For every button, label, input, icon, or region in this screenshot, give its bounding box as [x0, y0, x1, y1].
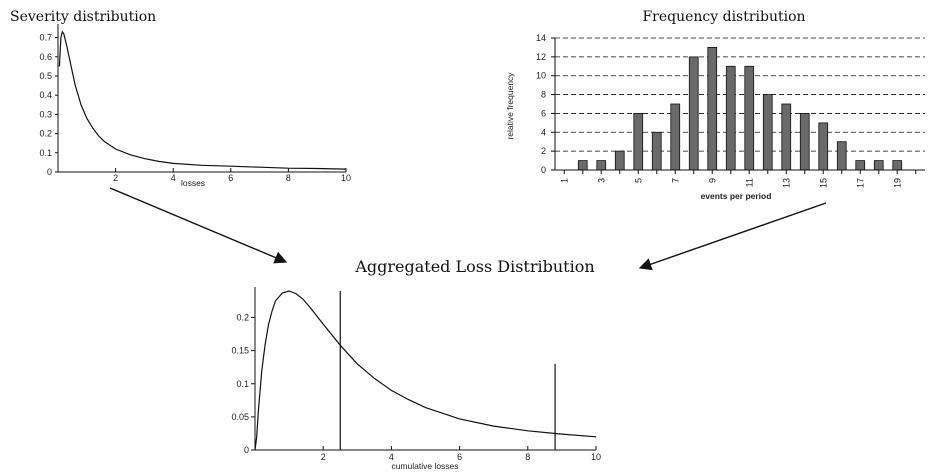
- frequency-bar: [781, 103, 792, 171]
- frequency-bar: [614, 150, 625, 171]
- severity-y-tick-label: 0.4: [39, 90, 52, 100]
- frequency-y-tick-label: 8: [541, 90, 546, 100]
- severity-curve: [58, 30, 347, 170]
- frequency-bar: [707, 47, 718, 171]
- severity-x-tick-label: 8: [286, 173, 291, 183]
- severity-x-ticks: 2 4 6 8 10: [113, 168, 351, 183]
- severity-y-tick-label: 0.6: [39, 52, 52, 62]
- aggregated-y-tick-label: 0: [244, 445, 249, 455]
- aggregated-x-label: cumulative losses: [391, 461, 458, 471]
- frequency-bar: [577, 160, 588, 171]
- aggregated-y-tick-label: 0.1: [236, 379, 249, 389]
- aggregated-x-tick-label: 4: [389, 452, 394, 462]
- severity-y-tick-label: 0: [47, 167, 52, 177]
- frequency-y-ticks: 0 2 4 6 8 10 12 14: [536, 33, 555, 175]
- frequency-bar: [818, 122, 829, 171]
- frequency-bar: [725, 65, 736, 171]
- frequency-to-aggregate-arrow: [638, 202, 827, 271]
- frequency-x-tick-label: 9: [707, 178, 717, 183]
- severity-y-tick-label: 0.1: [39, 148, 52, 158]
- frequency-x-tick-label: 19: [892, 178, 902, 188]
- frequency-y-tick-label: 0: [541, 165, 546, 175]
- frequency-bar: [799, 113, 810, 171]
- severity-y-tick-label: 0.7: [39, 33, 52, 43]
- frequency-y-tick-label: 10: [536, 71, 546, 81]
- frequency-x-label: events per period: [701, 191, 772, 201]
- frequency-x-tick-label: 13: [781, 178, 791, 188]
- frequency-bar: [688, 56, 699, 171]
- frequency-x-tick-label: 11: [744, 178, 754, 187]
- aggregated-y-tick-label: 0.05: [231, 412, 249, 422]
- frequency-x-tick-label: 1: [559, 178, 569, 183]
- aggregated-y-ticks: 0 0.05 0.1 0.15 0.2: [231, 313, 255, 455]
- frequency-y-tick-label: 4: [541, 127, 546, 137]
- frequency-bar: [670, 103, 681, 171]
- frequency-y-tick-label: 6: [541, 108, 546, 118]
- severity-y-tick-label: 0.3: [39, 109, 52, 119]
- severity-x-tick-label: 6: [228, 173, 233, 183]
- frequency-x-tick-label: 15: [818, 178, 828, 188]
- aggregated-curve: [254, 290, 597, 451]
- frequency-x-tick-label: 5: [633, 178, 643, 183]
- frequency-bar: [873, 160, 884, 171]
- frequency-y-tick-label: 14: [536, 33, 546, 43]
- aggregated-x-tick-label: 2: [321, 452, 326, 462]
- severity-y-ticks: 0 0.1 0.2 0.3 0.4 0.5 0.6 0.7: [39, 33, 58, 177]
- frequency-gridlines: [555, 37, 925, 152]
- severity-chart: Severity distribution 0 0.1 0.2 0.3 0.4 0.5 0.…: [10, 9, 351, 188]
- frequency-x-tick-label: 7: [670, 178, 680, 183]
- aggregated-x-ticks: 2 4 6 8 10: [321, 446, 601, 462]
- aggregated-x-tick-label: 6: [457, 452, 462, 462]
- frequency-bar: [762, 94, 773, 171]
- aggregated-x-tick-label: 10: [591, 452, 601, 462]
- frequency-bars: [577, 47, 903, 171]
- frequency-x-tick-label: 3: [596, 178, 606, 183]
- aggregated-y-tick-label: 0.15: [231, 346, 249, 356]
- frequency-x-ticks: 1 3 5 7 9 11 13 15 17 19: [559, 170, 917, 188]
- frequency-bar: [633, 113, 644, 171]
- frequency-x-tick-label: 17: [855, 178, 865, 188]
- severity-x-tick-label: 4: [171, 173, 176, 183]
- frequency-chart-title: Frequency distribution: [642, 9, 805, 25]
- frequency-y-label: relative frequency: [505, 72, 515, 140]
- aggregated-x-tick-label: 8: [525, 452, 530, 462]
- severity-y-tick-label: 0.2: [39, 129, 52, 139]
- frequency-bar: [596, 160, 607, 171]
- frequency-bar: [651, 131, 662, 171]
- aggregated-y-tick-label: 0.2: [236, 313, 249, 323]
- frequency-bar: [855, 160, 866, 171]
- frequency-bar: [836, 141, 847, 171]
- aggregated-markers: [339, 291, 556, 450]
- aggregated-chart: 0 0.05 0.1 0.15 0.2 2 4 6 8 10 cumulative losses: [231, 287, 601, 471]
- severity-x-label: losses: [181, 178, 205, 188]
- frequency-bar: [892, 160, 903, 171]
- severity-chart-title: Severity distribution: [10, 9, 156, 25]
- frequency-bar: [744, 65, 755, 171]
- severity-y-tick-label: 0.5: [39, 71, 52, 81]
- severity-x-tick-label: 2: [113, 173, 118, 183]
- severity-x-tick-label: 10: [341, 173, 351, 183]
- severity-to-aggregate-arrow: [109, 187, 288, 264]
- frequency-y-tick-label: 12: [536, 52, 546, 62]
- aggregated-distribution-title: Aggregated Loss Distribution: [354, 257, 594, 276]
- frequency-y-tick-label: 2: [541, 146, 546, 156]
